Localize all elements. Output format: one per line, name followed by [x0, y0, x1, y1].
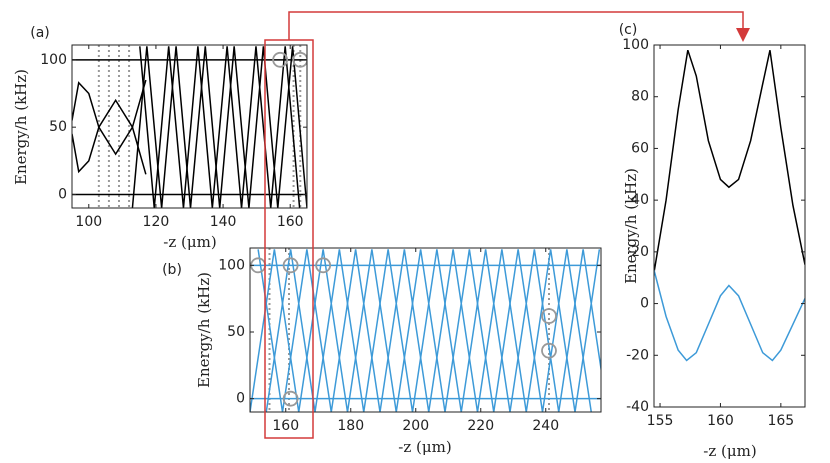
- x-tick-label: 240: [532, 418, 559, 434]
- y-tick-label: 80: [631, 89, 649, 105]
- arrow-head: [736, 28, 750, 42]
- marker-circle: [541, 342, 557, 359]
- x-tick-label: 100: [75, 214, 102, 230]
- x-tick-label: 200: [402, 418, 429, 434]
- curve: [654, 269, 805, 362]
- marker-circle: [292, 51, 307, 68]
- panel-label: (b): [162, 262, 182, 278]
- plot-area: [72, 45, 307, 208]
- curve: [139, 46, 301, 208]
- x-tick-label: 140: [210, 214, 237, 230]
- axes-frame: [249, 247, 602, 413]
- curve: [250, 249, 592, 412]
- x-tick-label: 155: [647, 413, 674, 429]
- y-tick-label: 50: [227, 324, 245, 340]
- curve: [72, 125, 147, 175]
- x-tick-label: 120: [143, 214, 170, 230]
- x-tick-label: 160: [277, 214, 304, 230]
- marker-circle: [282, 257, 299, 274]
- y-tick-label: -20: [626, 347, 649, 363]
- y-tick-label: 100: [218, 257, 245, 273]
- panel-label: (c): [619, 22, 638, 38]
- y-tick-label: 60: [631, 140, 649, 156]
- y-tick-label: 20: [631, 244, 649, 260]
- marker-circle: [282, 390, 299, 407]
- y-axis-label: Energy/h (kHz): [12, 69, 30, 185]
- axes-frame: [71, 44, 308, 209]
- marker-circle: [541, 308, 557, 324]
- y-tick-label: 100: [40, 52, 67, 68]
- x-axis-label: -z (μm): [703, 442, 756, 460]
- x-tick-label: 160: [707, 413, 734, 429]
- plots: 100 120 140 160 0 50 100 (a) -z (μm) Energy/h (kH…: [12, 22, 806, 460]
- curve: [654, 49, 805, 273]
- plot-area: [654, 49, 805, 362]
- x-tick-label: 165: [767, 413, 794, 429]
- x-axis-label: -z (μm): [163, 233, 216, 251]
- x-tick-label: 160: [272, 418, 299, 434]
- y-axis-label: Energy/h (kHz): [195, 272, 213, 388]
- y-tick-label: 40: [631, 192, 649, 208]
- plot-area: [250, 248, 601, 412]
- connector-arrow: [288, 11, 744, 40]
- x-tick-label: 220: [467, 418, 494, 434]
- x-tick-label: 180: [337, 418, 364, 434]
- curve: [265, 249, 601, 412]
- x-axis-label: -z (μm): [398, 438, 451, 456]
- axes-frame: [653, 44, 806, 408]
- y-tick-label: -40: [626, 399, 649, 415]
- y-tick-label: 0: [640, 296, 649, 312]
- y-tick-label: 0: [236, 391, 245, 407]
- marker-circle: [272, 51, 289, 68]
- y-tick-label: 0: [58, 187, 67, 203]
- y-tick-label: 50: [49, 119, 67, 135]
- panel-label: (a): [30, 25, 50, 41]
- y-axis-label: Energy/h (kHz): [622, 168, 640, 284]
- marker-circle: [315, 257, 332, 274]
- y-tick-label: 100: [622, 37, 649, 53]
